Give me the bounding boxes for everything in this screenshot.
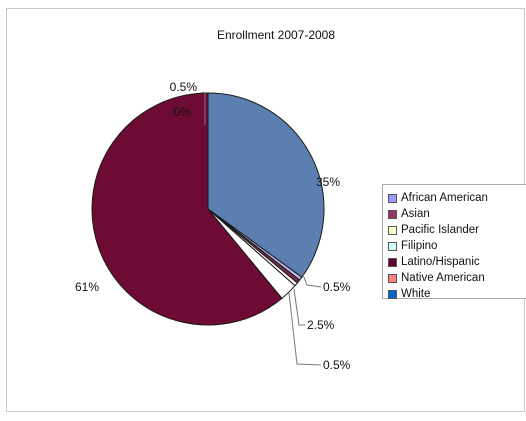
legend-swatch	[388, 193, 397, 203]
leader-line	[301, 271, 322, 288]
legend-label: Filipino	[401, 240, 438, 252]
chart-frame: Enrollment 2007-2008 35% 0.5% 0.5% 0.5% 2.5%…	[6, 8, 526, 412]
legend-item-filipino: Filipino	[388, 238, 437, 254]
legend-swatch	[388, 209, 397, 219]
legend-label: Pacific Islander	[401, 224, 479, 236]
legend-label: Native American	[401, 272, 485, 284]
legend-item-african-american: African American	[388, 190, 488, 206]
legend-swatch	[388, 241, 397, 251]
legend-swatch	[388, 225, 397, 235]
pie-slice-white	[207, 92, 325, 278]
slice-label: 61%	[75, 280, 99, 294]
legend-swatch	[388, 289, 397, 299]
leader-lines	[202, 91, 322, 366]
legend-item-pacific-islander: Pacific Islander	[388, 222, 479, 238]
legend-label: Latino/Hispanic	[401, 256, 480, 268]
leader-line	[202, 91, 206, 125]
slice-label: 2.5%	[307, 318, 335, 332]
chart-title: Enrollment 2007-2008	[217, 28, 335, 42]
slice-label: 0.5%	[170, 80, 198, 94]
legend-label: African American	[401, 192, 488, 204]
pie-chart: Enrollment 2007-2008 35% 0.5% 0.5% 0.5% 2.5%…	[75, 28, 351, 372]
slice-label: 0.5%	[323, 280, 351, 294]
leader-line	[293, 288, 305, 326]
legend-swatch	[388, 257, 397, 267]
legend-item-native-american: Native American	[388, 270, 485, 286]
legend-item-asian: Asian	[388, 206, 430, 222]
legend-item-white: White	[388, 286, 430, 302]
slice-label: 0%	[174, 105, 192, 119]
slice-labels: 35% 0.5% 0.5% 0.5% 2.5% 61% 0%	[75, 80, 351, 372]
slice-label: 35%	[316, 175, 340, 189]
chart-legend: African American Asian Pacific Islander …	[382, 184, 526, 302]
legend-label: White	[401, 288, 431, 300]
leader-line	[288, 292, 322, 366]
pie-slices	[91, 92, 325, 326]
legend-item-latino-hispanic: Latino/Hispanic	[388, 254, 480, 270]
slice-label: 0.5%	[323, 358, 351, 372]
legend-swatch	[388, 273, 397, 283]
pie-slice-latino-hispanic	[91, 92, 283, 326]
legend-label: Asian	[401, 208, 430, 220]
